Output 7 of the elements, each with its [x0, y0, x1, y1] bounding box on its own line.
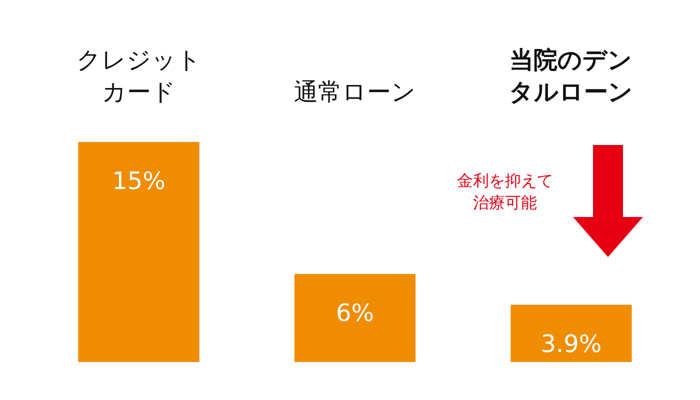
x-tick-label: クレジットカード: [75, 45, 202, 108]
x-tick-label: 当院のデンタルローン: [508, 45, 634, 108]
data-label: 3.9%: [540, 330, 602, 358]
data-label: 15%: [112, 167, 166, 195]
x-tick-label: 通常ローン: [293, 77, 417, 108]
data-label: 6%: [336, 299, 374, 327]
annotation: 金利を抑えて治療可能: [456, 170, 554, 214]
